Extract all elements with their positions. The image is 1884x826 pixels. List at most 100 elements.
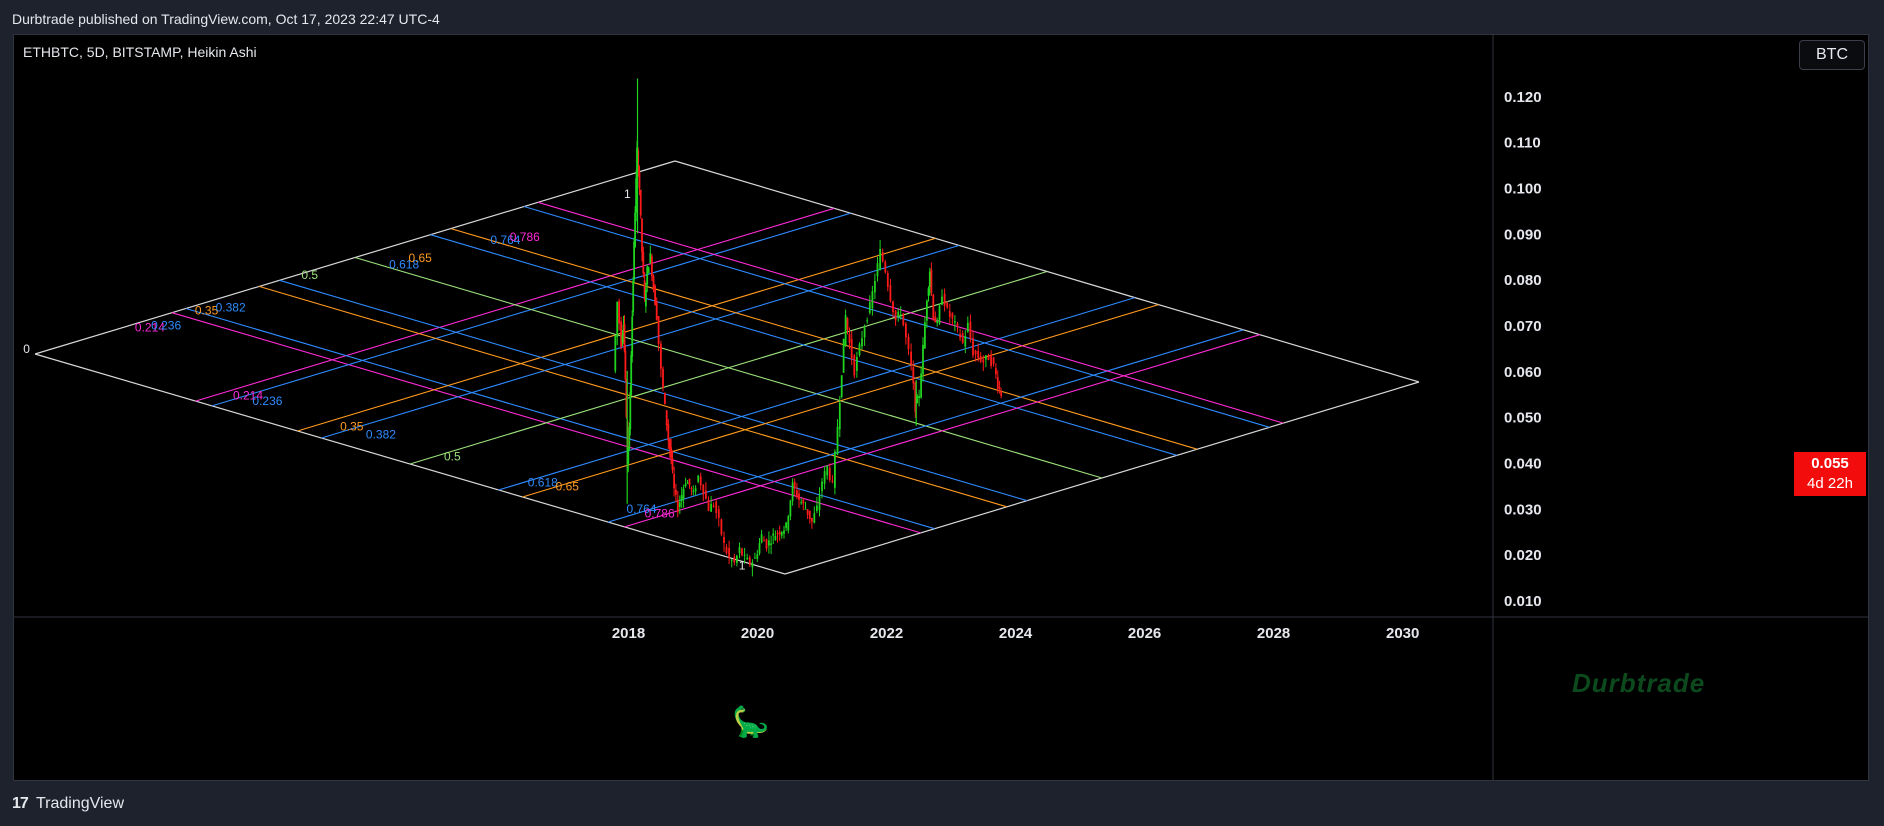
candle-body xyxy=(804,508,807,510)
candle-body xyxy=(879,249,881,270)
candle-body xyxy=(930,269,933,293)
candle-body xyxy=(932,294,935,320)
price-tick-label: 0.030 xyxy=(1504,501,1542,518)
candle-body xyxy=(765,539,768,549)
candle-body xyxy=(791,482,794,501)
fib-label-0.786: 0.786 xyxy=(645,507,675,521)
candle-body xyxy=(635,178,637,213)
candle-body xyxy=(712,505,715,507)
candle-body xyxy=(866,320,869,322)
candle-body xyxy=(793,481,796,489)
candle-body xyxy=(789,500,792,517)
currency-button[interactable]: BTC xyxy=(1799,40,1865,70)
fib-level-line-0.786 xyxy=(537,201,1284,424)
candle-body xyxy=(961,333,964,343)
candle-body xyxy=(928,271,931,288)
candle-body xyxy=(897,311,900,318)
candle-body xyxy=(632,280,635,312)
candle-body xyxy=(982,359,985,363)
fib-level-line-0.618 xyxy=(430,234,1177,456)
candle-body xyxy=(821,481,823,492)
candle-body xyxy=(637,150,640,174)
candle-body xyxy=(630,355,633,395)
fib-level-line-0.764 xyxy=(607,329,1244,523)
candle-body xyxy=(756,554,759,559)
candle-body xyxy=(992,357,995,364)
candle-body xyxy=(652,276,655,290)
candle-body xyxy=(905,323,907,338)
bar-countdown: 4d 22h xyxy=(1807,475,1853,492)
candle-body xyxy=(705,490,707,499)
candle-body xyxy=(848,333,851,343)
candle-body xyxy=(728,548,730,558)
candle-body xyxy=(639,189,642,216)
tradingview-brand: TradingView xyxy=(35,795,124,812)
time-tick-label: 2026 xyxy=(1128,625,1161,642)
price-tick-label: 0.090 xyxy=(1504,226,1542,243)
candle-body xyxy=(641,218,643,253)
candle-body xyxy=(802,499,805,504)
fib-label-0.35: 0.35 xyxy=(340,419,364,433)
candle-body xyxy=(645,289,647,307)
published-header: Durbtrade published on TradingView.com, … xyxy=(12,11,440,27)
candle-body xyxy=(858,344,861,356)
candle-body xyxy=(770,543,772,545)
candle-body xyxy=(826,465,829,476)
candle-body xyxy=(836,426,839,455)
fib-label-0.65: 0.65 xyxy=(409,251,433,265)
candle-body xyxy=(707,500,710,511)
price-tick-label: 0.040 xyxy=(1504,456,1542,473)
candle-body xyxy=(808,510,811,520)
candle-body xyxy=(861,338,863,347)
candle-body xyxy=(806,509,809,515)
candle-body xyxy=(910,351,912,364)
candle-body xyxy=(990,354,992,366)
last-price-value: 0.055 xyxy=(1811,455,1849,472)
price-tick-label: 0.070 xyxy=(1504,318,1542,335)
candle-body xyxy=(657,316,660,345)
candle-body xyxy=(780,532,783,536)
candle-body xyxy=(871,291,874,309)
candle-layer xyxy=(614,78,1003,577)
candle-body xyxy=(811,518,813,522)
candle-body xyxy=(717,509,720,518)
candle-body xyxy=(675,489,677,495)
candle-body xyxy=(922,344,924,375)
candle-body xyxy=(682,488,685,499)
candle-body xyxy=(654,285,656,306)
fib-level-line-0.764 xyxy=(523,205,1270,428)
fib-label-0.35: 0.35 xyxy=(195,304,219,318)
fib-level-line-0.65 xyxy=(450,228,1198,450)
candle-body xyxy=(884,262,887,273)
candle-body xyxy=(846,318,849,330)
fib-label-0.382: 0.382 xyxy=(366,428,396,442)
dino-icon[interactable]: 🦕 xyxy=(732,706,770,739)
fib-chart-canvas[interactable]: 010.2140.2360.350.3820.50.6180.650.7640.… xyxy=(13,34,1869,781)
candle-body xyxy=(920,373,922,398)
symbol-legend[interactable]: ETHBTC, 5D, BITSTAMP, Heikin Ashi xyxy=(23,44,257,60)
chart-frame[interactable] xyxy=(13,34,1869,781)
candle-body xyxy=(863,327,866,338)
candle-body xyxy=(625,383,628,417)
time-tick-label: 2020 xyxy=(741,625,774,642)
candle-body xyxy=(844,315,847,346)
candle-body xyxy=(649,253,652,263)
price-tick-label: 0.060 xyxy=(1504,364,1542,381)
candle-body xyxy=(622,324,625,335)
candle-body xyxy=(840,375,843,397)
candle-body xyxy=(738,547,741,554)
candle-body xyxy=(660,343,662,369)
tradingview-footer[interactable]: 17 TradingView xyxy=(12,790,124,818)
candle-body xyxy=(902,313,905,326)
candle-body xyxy=(730,560,733,562)
fib-label-0.618: 0.618 xyxy=(389,258,419,272)
candle-body xyxy=(894,310,897,321)
candle-body xyxy=(956,323,959,326)
candle-body xyxy=(686,482,689,484)
candle-body xyxy=(823,471,826,484)
candle-body xyxy=(667,424,670,441)
candle-body xyxy=(813,513,816,523)
candle-body xyxy=(760,534,763,543)
last-price-badge: 0.055 4d 22h xyxy=(1794,452,1866,496)
candle-body xyxy=(954,321,956,323)
